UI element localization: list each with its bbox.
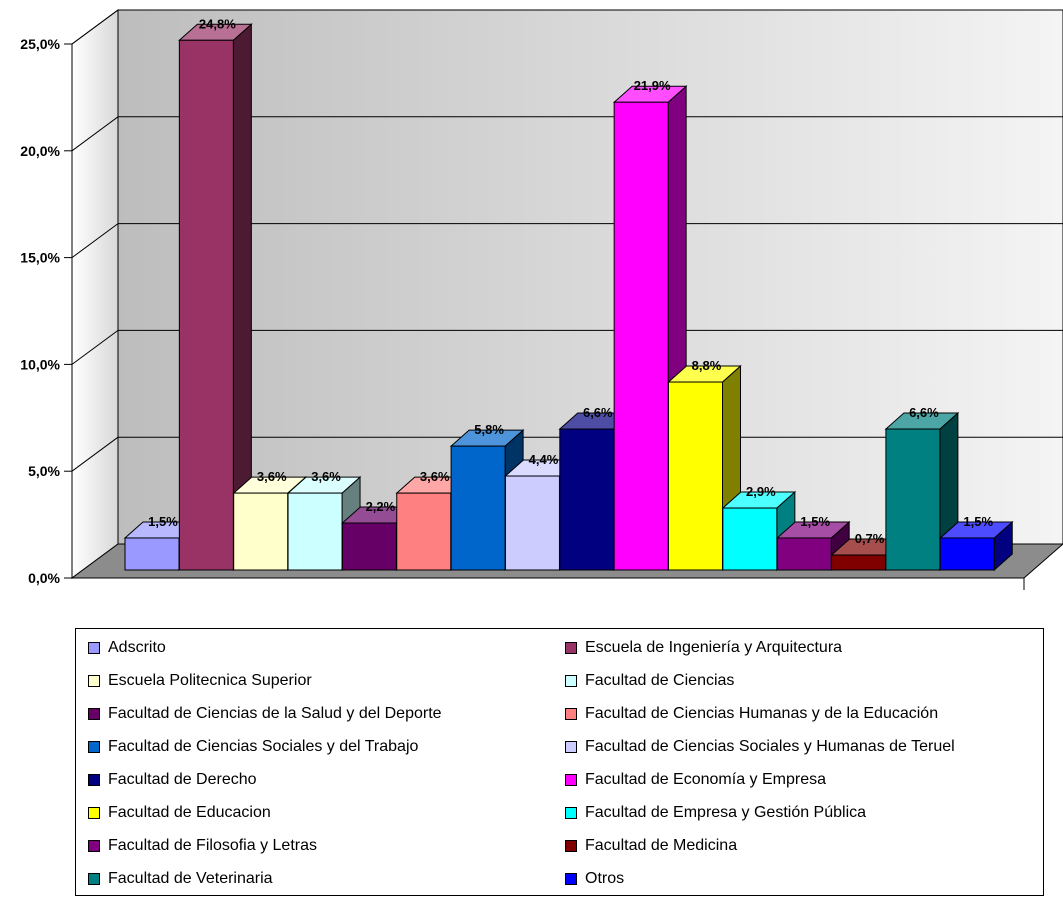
legend-item: Facultad de Empresa y Gestión Pública	[565, 802, 866, 824]
legend-item: Adscrito	[88, 637, 166, 659]
legend-item: Facultad de Ciencias	[565, 670, 734, 692]
bar-chart: 0,0% 5,0% 10,0% 15,0% 20,0% 25,0% 1,5% 24,8% 3,…	[20, 9, 1063, 590]
legend-item: Facultad de Ciencias Humanas y de la Edu…	[565, 703, 938, 725]
legend-swatch	[88, 642, 100, 654]
y-tick-label: 10,0%	[20, 356, 60, 372]
bar-front	[233, 492, 289, 571]
y-tick-label: 20,0%	[20, 143, 60, 159]
legend-swatch	[88, 840, 100, 852]
y-tick-label: 5,0%	[28, 463, 60, 479]
legend-swatch	[565, 642, 577, 654]
legend-item: Facultad de Filosofia y Letras	[88, 835, 317, 857]
data-label: 3,6%	[311, 469, 341, 484]
data-label: 1,5%	[148, 514, 178, 529]
data-labels: 1,5% 24,8% 3,6% 3,6% 2,2% 3,6% 5,8% 4,4% 6,6% 21,…	[148, 16, 993, 546]
gridline-side	[71, 9, 119, 45]
bar-front	[341, 522, 397, 571]
legend-item: Otros	[565, 868, 624, 890]
bar-front	[450, 445, 506, 571]
legend-swatch	[565, 840, 577, 852]
legend-swatch	[565, 807, 577, 819]
legend-item: Facultad de Educacion	[88, 802, 271, 824]
data-label: 24,8%	[199, 16, 236, 31]
data-label: 1,5%	[963, 514, 993, 529]
legend-item: Facultad de Ciencias Sociales y del Trab…	[88, 736, 418, 758]
legend-swatch	[88, 774, 100, 786]
legend-label: Adscrito	[108, 639, 166, 656]
bar-front	[939, 537, 995, 571]
legend: Adscrito Escuela de Ingeniería y Arquitec…	[75, 628, 1044, 896]
y-tick-label: 15,0%	[20, 250, 60, 266]
data-label: 5,8%	[474, 422, 504, 437]
bar-front	[504, 475, 560, 571]
legend-label: Facultad de Medicina	[585, 837, 738, 854]
data-label: 21,9%	[634, 78, 671, 93]
data-label: 2,9%	[746, 484, 776, 499]
legend-item: Escuela de Ingeniería y Arquitectura	[565, 637, 842, 659]
y-axis-ticks: 0,0% 5,0% 10,0% 15,0% 20,0% 25,0%	[20, 36, 72, 586]
bar-front	[559, 428, 615, 571]
legend-label: Facultad de Ciencias de la Salud y del D…	[108, 705, 442, 722]
legend-swatch	[88, 873, 100, 885]
y-tick-label: 25,0%	[20, 36, 60, 52]
bar	[178, 23, 253, 572]
bar	[938, 520, 1014, 572]
bar-front	[396, 492, 452, 571]
bar-series	[123, 23, 1014, 572]
side-wall	[71, 9, 119, 579]
gridline-side	[71, 329, 119, 365]
legend-label: Facultad de Ciencias	[585, 672, 735, 689]
legend-swatch	[88, 807, 100, 819]
data-label: 6,6%	[583, 405, 613, 420]
bar-front	[124, 537, 180, 571]
legend-label: Facultad de Derecho	[108, 771, 257, 788]
legend-label: Facultad de Ciencias Sociales y del Trab…	[108, 738, 419, 755]
legend-item: Facultad de Medicina	[565, 835, 737, 857]
legend-swatch	[565, 741, 577, 753]
legend-swatch	[565, 675, 577, 687]
bar-front	[831, 554, 887, 571]
legend-label: Otros	[585, 870, 625, 887]
legend-label: Facultad de Ciencias Humanas y de la Edu…	[585, 705, 939, 722]
data-label: 0,7%	[855, 531, 885, 546]
bar-front	[885, 428, 941, 571]
legend-swatch	[565, 774, 577, 786]
legend-item: Facultad de Veterinaria	[88, 868, 273, 890]
data-label: 3,6%	[420, 469, 450, 484]
legend-label: Facultad de Economía y Empresa	[585, 771, 827, 788]
data-label: 1,5%	[800, 514, 830, 529]
legend-swatch	[88, 741, 100, 753]
legend-label: Facultad de Filosofia y Letras	[108, 837, 317, 854]
bar-front	[668, 381, 723, 571]
legend-label: Escuela de Ingeniería y Arquitectura	[585, 639, 843, 656]
data-label: 8,8%	[692, 358, 722, 373]
legend-label: Facultad de Empresa y Gestión Pública	[585, 804, 867, 821]
legend-label: Facultad de Educacion	[108, 804, 271, 821]
legend-item: Facultad de Ciencias Sociales y Humanas …	[565, 736, 955, 758]
gridline-side	[71, 116, 119, 152]
legend-label: Escuela Politecnica Superior	[108, 672, 312, 689]
bar-front	[776, 537, 832, 571]
data-label: 4,4%	[529, 452, 559, 467]
data-label: 6,6%	[909, 405, 939, 420]
legend-swatch	[88, 708, 100, 720]
legend-swatch	[565, 873, 577, 885]
bar-front	[178, 39, 234, 571]
bar-front	[722, 507, 778, 571]
legend-item: Facultad de Derecho	[88, 769, 257, 791]
bar-front	[287, 492, 343, 571]
legend-swatch	[88, 675, 100, 687]
legend-item: Facultad de Ciencias de la Salud y del D…	[88, 703, 442, 725]
bar-front	[613, 101, 669, 571]
y-tick-label: 0,0%	[28, 570, 60, 586]
legend-label: Facultad de Ciencias Sociales y Humanas …	[585, 738, 955, 755]
legend-swatch	[565, 708, 577, 720]
data-label: 3,6%	[257, 469, 287, 484]
data-label: 2,2%	[366, 499, 396, 514]
legend-item: Facultad de Economía y Empresa	[565, 769, 826, 791]
gridline-side	[71, 436, 119, 472]
legend-label: Facultad de Veterinaria	[108, 870, 273, 887]
gridline-side	[71, 223, 119, 259]
legend-item: Escuela Politecnica Superior	[88, 670, 312, 692]
